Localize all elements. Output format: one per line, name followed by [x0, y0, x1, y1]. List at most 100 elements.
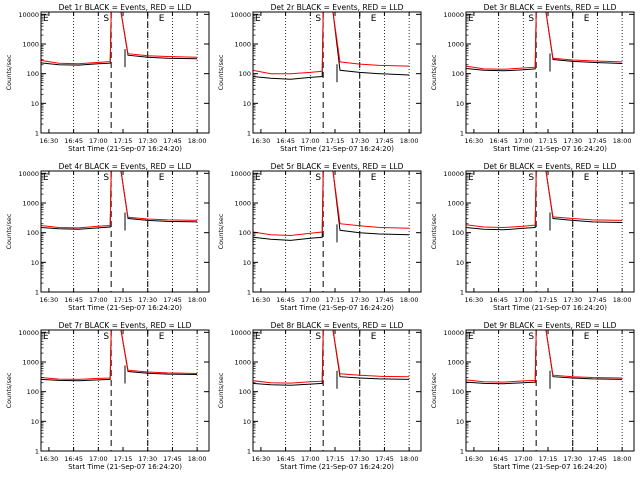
- x-tick-label: 17:45: [588, 137, 607, 145]
- y-tick-label: 100: [452, 70, 464, 78]
- marker-label-corner: E: [255, 14, 261, 24]
- series-events-line: [466, 171, 623, 231]
- x-tick-label: 17:30: [350, 296, 369, 304]
- x-tick-label: 17:15: [326, 296, 345, 304]
- marker-label-s: S: [103, 173, 109, 183]
- plot-frame: [40, 329, 210, 452]
- series-lld-line: [253, 330, 410, 384]
- detector-panel-4: S E E Det 4r BLACK = Events, RED = LLD 16:30…: [5, 162, 210, 312]
- series-events-line: [253, 330, 410, 386]
- marker-label-s: S: [528, 173, 534, 183]
- series-group: [466, 330, 623, 385]
- marker-label-corner: E: [43, 332, 49, 342]
- plot-frame: [465, 170, 635, 293]
- y-tick-label: 10: [31, 418, 39, 426]
- series-events-line: [253, 12, 410, 80]
- panel-title: Det 7r BLACK = Events, RED = LLD: [59, 321, 192, 330]
- series-group: [41, 12, 198, 66]
- x-tick-label: 16:45: [489, 137, 508, 145]
- x-tick-label: 17:15: [539, 137, 558, 145]
- x-tick-label: 17:00: [514, 296, 533, 304]
- detector-panel-2: S E E Det 2r BLACK = Events, RED = LLD 16:30…: [217, 3, 422, 153]
- y-tick-label: 1: [460, 289, 464, 297]
- plot-frame: [252, 170, 422, 293]
- marker-label-s: S: [315, 332, 321, 342]
- marker-label-e: E: [584, 173, 590, 183]
- series-group: [253, 330, 410, 386]
- x-tick-label: 16:45: [64, 137, 83, 145]
- y-tick-label: 10000: [443, 329, 464, 337]
- marker-label-corner: E: [43, 14, 49, 24]
- x-tick-label: 18:00: [188, 137, 207, 145]
- y-tick-label: 1: [460, 448, 464, 456]
- x-tick-label: 17:00: [301, 455, 320, 463]
- x-tick-label: 16:45: [276, 455, 295, 463]
- x-tick-label: 16:45: [489, 455, 508, 463]
- x-tick-label: 16:30: [465, 455, 484, 463]
- marker-label-corner: E: [255, 173, 261, 183]
- y-tick-label: 10000: [230, 329, 251, 337]
- series-lld-line: [41, 12, 198, 65]
- y-tick-label: 100: [239, 388, 251, 396]
- marker-label-s: S: [103, 332, 109, 342]
- x-tick-label: 16:45: [489, 296, 508, 304]
- detector-panel-8: S E E Det 8r BLACK = Events, RED = LLD 16:30…: [217, 321, 422, 471]
- y-tick-label: 10: [456, 100, 464, 108]
- x-tick-label: 17:15: [326, 455, 345, 463]
- x-axis-label: Start Time (21-Sep-07 16:24:20): [68, 304, 182, 312]
- y-tick-label: 1: [460, 130, 464, 138]
- detector-panel-1: S E E Det 1r BLACK = Events, RED = LLD 16:30…: [5, 3, 210, 153]
- y-tick-label: 10: [31, 100, 39, 108]
- x-tick-label: 16:30: [40, 296, 59, 304]
- y-tick-label: 100: [452, 388, 464, 396]
- y-tick-label: 10: [243, 259, 251, 267]
- y-tick-label: 1000: [447, 200, 464, 208]
- y-axis-label: Counts/sec: [430, 372, 438, 408]
- y-tick-label: 1000: [22, 359, 39, 367]
- y-tick-label: 10000: [230, 170, 251, 178]
- marker-label-s: S: [103, 14, 109, 24]
- panel-title: Det 2r BLACK = Events, RED = LLD: [271, 3, 404, 12]
- series-lld-line: [253, 171, 410, 237]
- marker-label-s: S: [315, 173, 321, 183]
- x-tick-label: 17:00: [301, 296, 320, 304]
- panel-title: Det 5r BLACK = Events, RED = LLD: [271, 162, 404, 171]
- series-group: [466, 171, 623, 231]
- x-tick-label: 16:30: [465, 137, 484, 145]
- x-tick-label: 16:30: [252, 296, 271, 304]
- marker-label-e: E: [159, 14, 165, 24]
- x-tick-label: 18:00: [400, 137, 419, 145]
- detector-panel-3: S E E Det 3r BLACK = Events, RED = LLD 16:30…: [430, 3, 635, 153]
- x-tick-label: 16:30: [465, 296, 484, 304]
- x-tick-label: 17:30: [138, 455, 157, 463]
- y-tick-label: 10: [243, 100, 251, 108]
- x-tick-label: 17:15: [539, 455, 558, 463]
- x-tick-label: 17:15: [539, 296, 558, 304]
- x-tick-label: 18:00: [613, 137, 632, 145]
- y-tick-label: 100: [239, 229, 251, 237]
- y-tick-label: 1: [35, 289, 39, 297]
- y-tick-label: 1000: [447, 41, 464, 49]
- x-tick-label: 16:45: [276, 137, 295, 145]
- marker-label-corner: E: [255, 332, 261, 342]
- x-axis-label: Start Time (21-Sep-07 16:24:20): [493, 463, 607, 471]
- x-tick-label: 16:45: [64, 296, 83, 304]
- x-tick-label: 17:30: [138, 137, 157, 145]
- marker-label-e: E: [371, 14, 377, 24]
- y-tick-label: 1: [247, 130, 251, 138]
- x-tick-label: 17:00: [301, 137, 320, 145]
- x-tick-label: 18:00: [188, 296, 207, 304]
- x-tick-label: 16:30: [40, 455, 59, 463]
- y-tick-label: 10000: [443, 11, 464, 19]
- y-axis-label: Counts/sec: [217, 372, 225, 408]
- panel-title: Det 4r BLACK = Events, RED = LLD: [59, 162, 192, 171]
- x-tick-label: 18:00: [400, 455, 419, 463]
- marker-label-s: S: [315, 14, 321, 24]
- x-tick-label: 17:30: [563, 455, 582, 463]
- x-tick-label: 18:00: [400, 296, 419, 304]
- series-group: [253, 171, 410, 241]
- marker-label-corner: E: [468, 173, 474, 183]
- y-axis-label: Counts/sec: [5, 213, 13, 249]
